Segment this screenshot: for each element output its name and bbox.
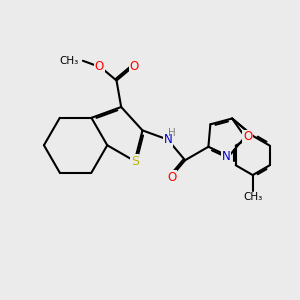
Text: O: O bbox=[129, 60, 139, 73]
Text: H: H bbox=[168, 128, 176, 138]
Text: O: O bbox=[95, 60, 104, 73]
Text: O: O bbox=[243, 130, 252, 143]
Text: N: N bbox=[164, 133, 172, 146]
Text: S: S bbox=[131, 154, 139, 168]
Text: CH₃: CH₃ bbox=[60, 56, 79, 66]
Text: N: N bbox=[222, 150, 231, 163]
Text: CH₃: CH₃ bbox=[243, 192, 262, 202]
Text: O: O bbox=[167, 171, 176, 184]
